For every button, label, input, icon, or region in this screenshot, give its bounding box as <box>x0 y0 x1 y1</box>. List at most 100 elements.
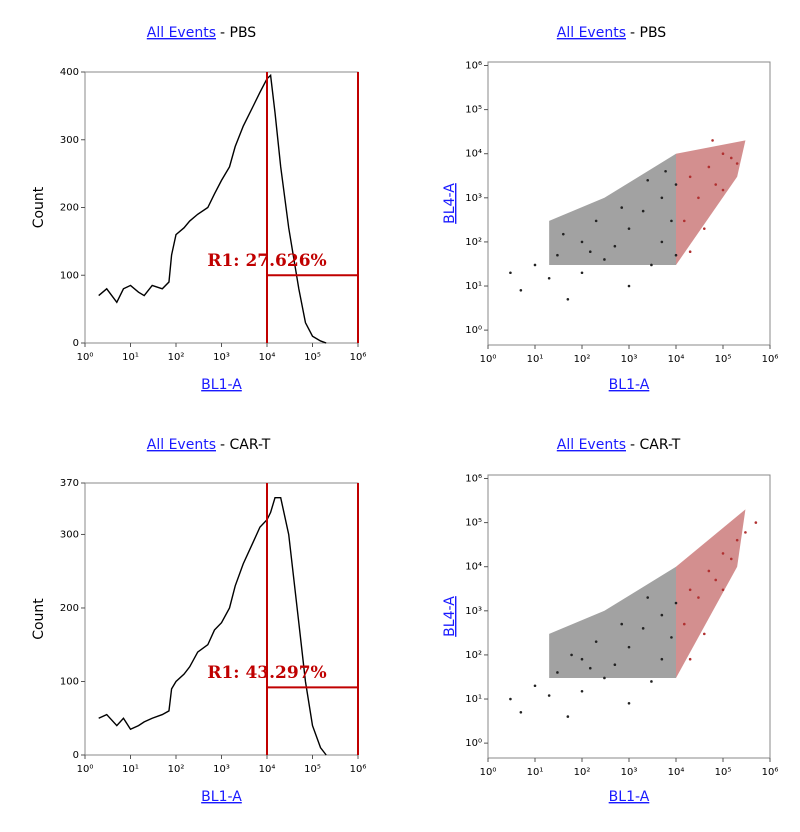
event-dot <box>588 666 592 670</box>
plot-frame <box>84 71 359 344</box>
event-dot <box>641 209 645 213</box>
event-dot <box>566 297 570 301</box>
event-dot <box>711 139 714 142</box>
event-dot <box>670 219 673 223</box>
event-dot <box>594 640 598 643</box>
x-tick-label: 10⁴ <box>668 767 685 778</box>
event-dot <box>664 169 667 173</box>
gated-region <box>676 140 746 265</box>
event-dot <box>721 588 725 592</box>
x-tick-label: 10⁵ <box>715 767 732 778</box>
event-dot <box>620 622 624 626</box>
x-tick-label: 10⁴ <box>259 352 276 363</box>
y-tick-label: 200 <box>60 203 79 214</box>
event-dot <box>556 253 559 257</box>
y-tick-label: 10² <box>465 237 482 248</box>
event-dot <box>509 697 512 701</box>
gate-label: R1: 27.626% <box>207 251 326 271</box>
chart-title: - PBS <box>220 25 256 41</box>
event-dot <box>561 232 565 236</box>
event-dot <box>688 175 692 179</box>
event-dot <box>580 657 584 661</box>
y-tick-label: 10⁴ <box>465 149 482 160</box>
event-dot <box>682 219 686 223</box>
y-tick-label: 10⁵ <box>465 105 482 116</box>
title-link[interactable]: All Events <box>557 437 626 453</box>
x-tick-label: 10³ <box>621 354 638 365</box>
event-dot <box>729 156 733 160</box>
y-tick-label: 10⁵ <box>465 518 482 529</box>
plot-frame <box>84 482 359 756</box>
x-tick-label: 10² <box>574 354 591 365</box>
y-tick-label: 100 <box>60 270 79 281</box>
x-tick-label: 10³ <box>213 764 230 775</box>
y-tick-label: 300 <box>60 135 79 146</box>
chart-title: - CAR-T <box>630 437 681 453</box>
event-dot <box>660 240 664 244</box>
x-tick-label: 10¹ <box>527 767 544 778</box>
x-tick-label: 10⁶ <box>762 354 779 365</box>
event-dot <box>735 538 739 542</box>
event-dot <box>674 601 678 605</box>
gated-region <box>676 509 746 678</box>
event-dot <box>688 588 692 592</box>
event-dot <box>613 663 617 666</box>
event-dot <box>714 183 718 186</box>
event-dot <box>721 188 725 192</box>
event-dot <box>744 531 747 534</box>
event-dot <box>754 521 758 524</box>
x-tick-label: 10⁶ <box>350 764 367 775</box>
x-tick-label: 10¹ <box>122 352 139 363</box>
x-tick-label: 10⁰ <box>77 352 94 363</box>
event-dot <box>674 183 678 186</box>
event-dot <box>682 622 686 626</box>
event-dot <box>735 162 739 165</box>
x-tick-label: 10⁵ <box>304 764 321 775</box>
y-tick-label: 400 <box>60 67 79 78</box>
event-dot <box>620 206 624 209</box>
x-tick-label: 10⁴ <box>668 354 685 365</box>
event-dot <box>533 263 537 267</box>
y-tick-label: 300 <box>60 529 79 540</box>
y-axis-label[interactable]: BL4-A <box>442 596 458 637</box>
event-dot <box>707 569 711 573</box>
y-tick-label: 10⁶ <box>465 473 482 484</box>
x-axis-label[interactable]: BL1-A <box>609 377 650 393</box>
event-dot <box>707 165 711 169</box>
event-dot <box>721 552 725 555</box>
event-dot <box>721 152 725 156</box>
x-tick-label: 10⁵ <box>715 354 732 365</box>
event-dot <box>588 250 592 253</box>
y-axis-label[interactable]: BL4-A <box>442 183 458 224</box>
event-dot <box>570 653 573 657</box>
event-dot <box>580 271 584 275</box>
event-dot <box>556 671 559 674</box>
x-tick-label: 10⁶ <box>350 352 367 363</box>
x-axis-label[interactable]: BL1-A <box>201 377 242 393</box>
x-axis-label[interactable]: BL1-A <box>609 789 650 805</box>
event-dot <box>566 715 570 718</box>
event-dot <box>580 689 584 693</box>
x-tick-label: 10² <box>168 764 185 775</box>
event-dot <box>509 271 512 275</box>
title-link[interactable]: All Events <box>147 25 216 41</box>
event-dot <box>702 227 706 230</box>
event-dot <box>627 227 631 230</box>
x-tick-label: 10⁰ <box>480 354 497 365</box>
event-dot <box>697 196 700 200</box>
y-axis-label: Count <box>31 186 47 228</box>
event-dot <box>688 250 692 253</box>
title-link[interactable]: All Events <box>147 437 216 453</box>
x-tick-label: 10² <box>574 767 591 778</box>
y-tick-label: 10³ <box>465 606 482 617</box>
event-dot <box>627 645 631 649</box>
histogram-line <box>98 73 327 344</box>
x-tick-label: 10² <box>168 352 185 363</box>
event-dot <box>580 240 584 244</box>
title-link[interactable]: All Events <box>557 25 626 41</box>
event-dot <box>714 578 718 582</box>
x-tick-label: 10⁵ <box>304 352 321 363</box>
x-axis-label[interactable]: BL1-A <box>201 789 242 805</box>
event-dot <box>603 676 606 680</box>
event-dot <box>627 701 631 705</box>
